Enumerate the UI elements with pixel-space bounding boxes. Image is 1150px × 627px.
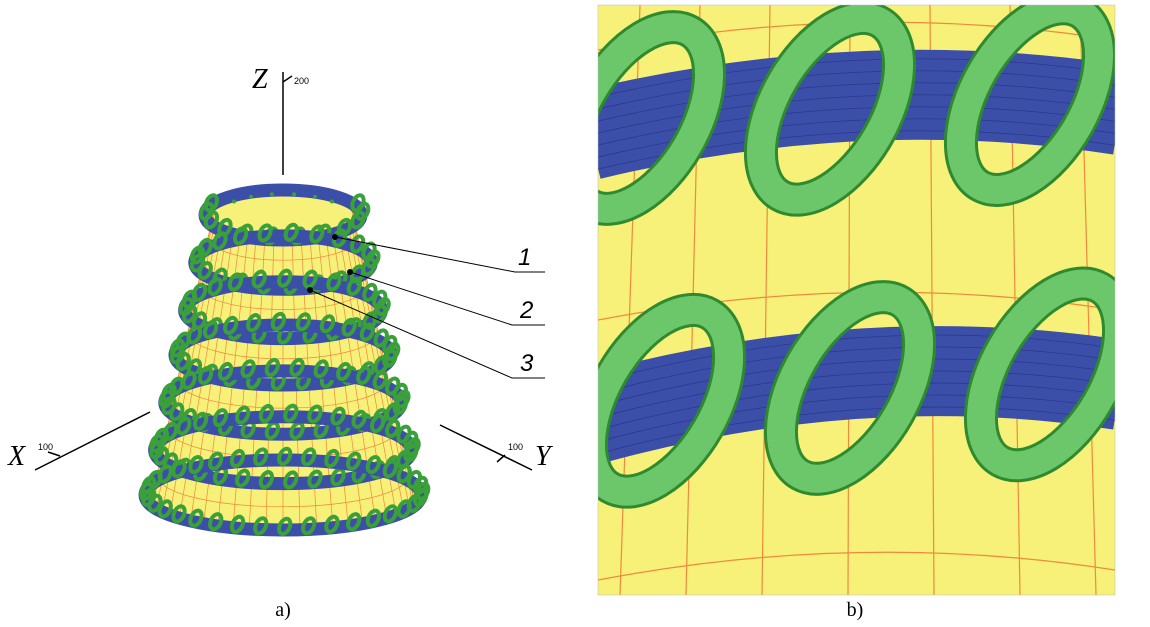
x-axis (35, 412, 150, 470)
tick-label: 100 (508, 442, 523, 452)
coil (270, 192, 274, 196)
callout-label: 3 (520, 350, 534, 377)
caption: a) (275, 599, 291, 621)
z-tick (283, 76, 292, 82)
coil (249, 195, 253, 199)
tube (590, 95, 1120, 135)
callout-label: 1 (518, 244, 531, 271)
callout-label: 2 (519, 297, 533, 324)
cone-model (139, 190, 431, 536)
coil (330, 200, 334, 204)
figure: Z 200 X 100 Y 100 1 2 3 a) b) (0, 0, 1150, 627)
leader-dot (348, 270, 353, 275)
coil (313, 195, 317, 199)
coil (232, 200, 236, 204)
axis-label: Z (252, 64, 268, 95)
zoom-view (542, 0, 1147, 595)
tick-label: 200 (294, 76, 309, 86)
leader-dot (308, 288, 313, 293)
tick-label: 100 (38, 442, 53, 452)
axis-label: X (7, 441, 26, 472)
leader-dot (333, 235, 338, 240)
y-tick (497, 455, 505, 462)
caption: b) (847, 599, 864, 621)
x-tick (48, 452, 60, 456)
axis-label: Y (535, 441, 554, 472)
coil (292, 192, 296, 196)
